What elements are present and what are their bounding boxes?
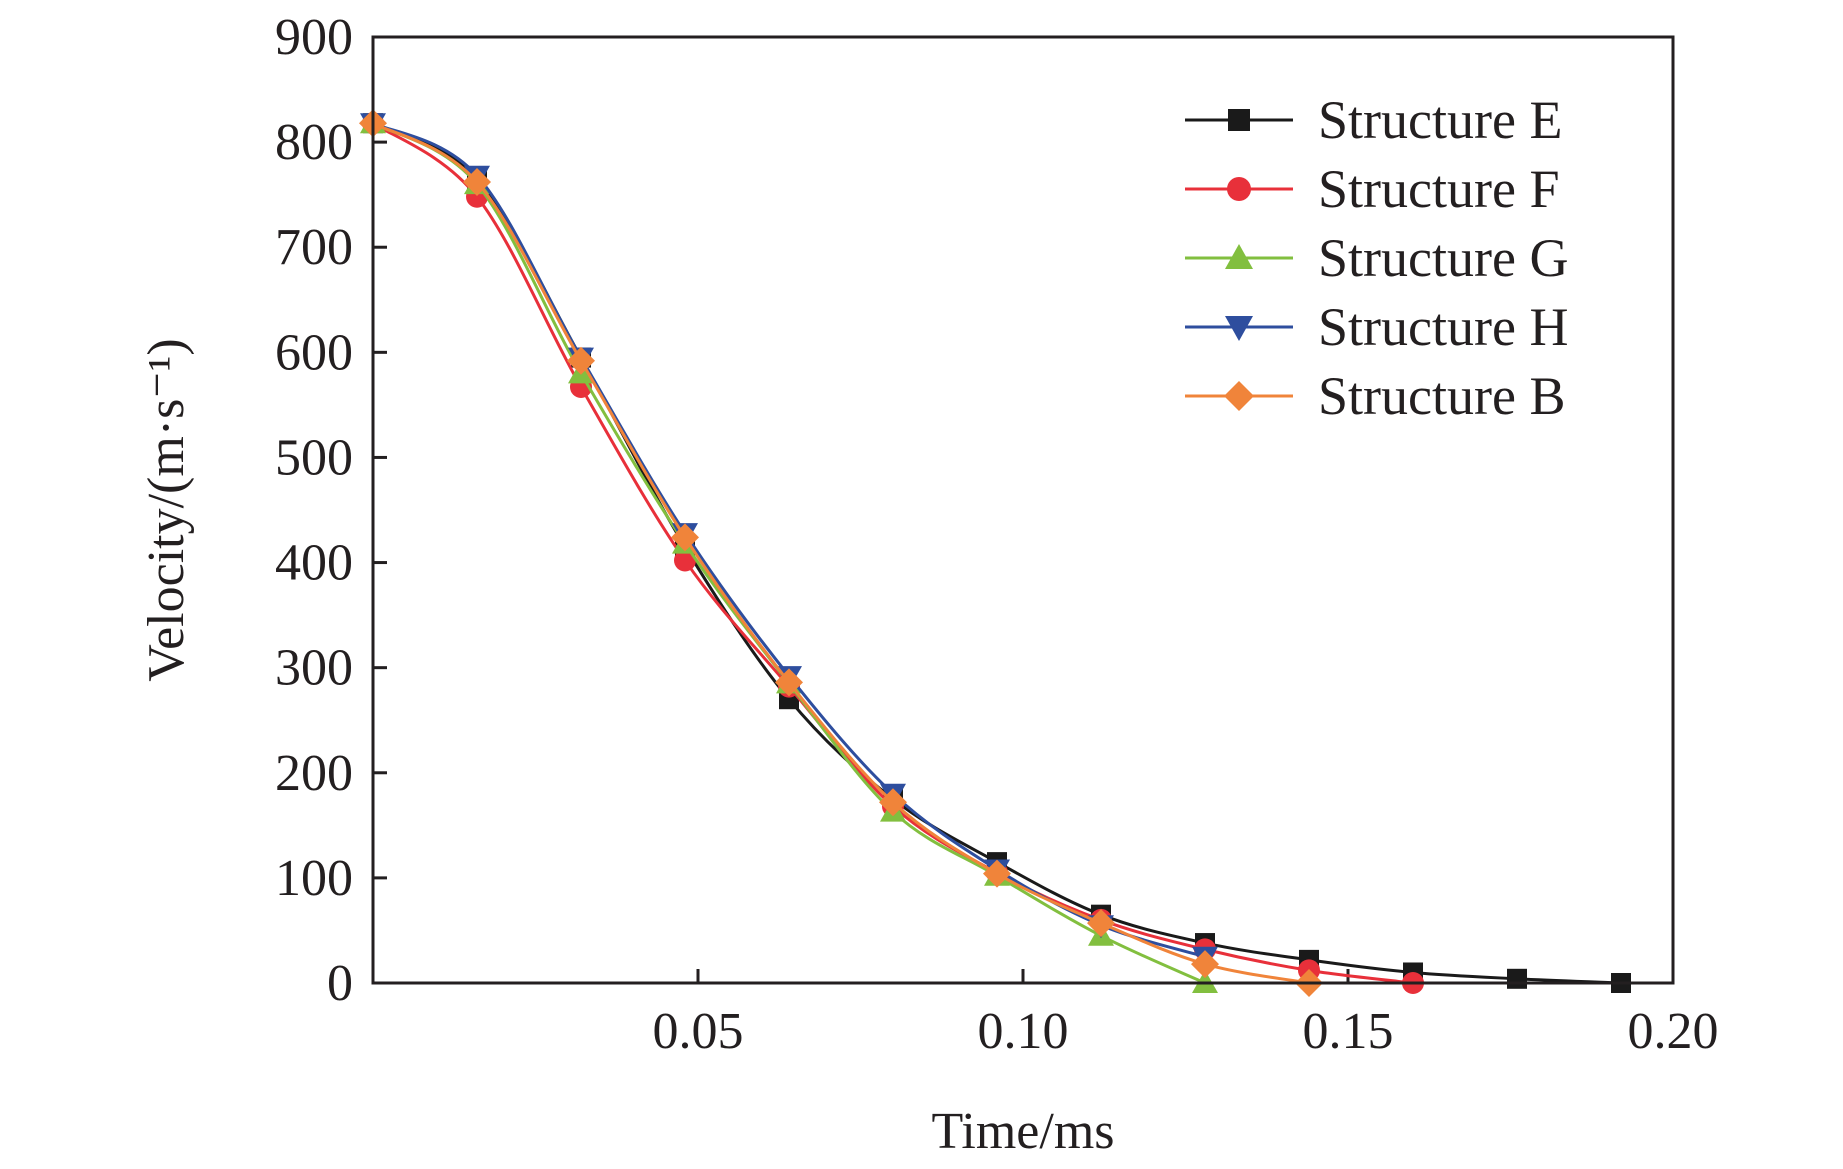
series-group: [360, 110, 1218, 993]
y-tick-label: 500: [275, 429, 353, 486]
legend: Structure E Structure F Structure G Structu…: [1185, 90, 1568, 426]
series-group: [360, 113, 1218, 970]
y-tick-label: 400: [275, 535, 353, 592]
x-axis-title: Time/ms: [931, 1103, 1114, 1160]
legend-label: Structure G: [1318, 228, 1568, 288]
legend-label: Structure F: [1318, 159, 1559, 219]
data-point: [1087, 909, 1115, 938]
legend-item: Structure F: [1185, 159, 1559, 219]
legend-label: Structure B: [1318, 366, 1565, 426]
data-point: [775, 668, 803, 697]
x-tick-label: 0.10: [978, 1003, 1069, 1060]
y-axis-title: Velocity/(m·s⁻¹): [138, 338, 195, 681]
legend-item: Structure H: [1185, 297, 1568, 357]
plot-frame: [371, 35, 1675, 985]
y-tick-label: 300: [275, 640, 353, 697]
legend-item: Structure B: [1185, 366, 1565, 426]
data-point: [463, 168, 491, 197]
legend-marker: [1225, 244, 1253, 269]
tick-labels: 0 100 200 300 400 500 600 700 800 900 0.05 0.10 0.15…: [275, 9, 1719, 1060]
legend-item: Structure E: [1185, 90, 1562, 150]
legend-item: Structure G: [1185, 228, 1568, 288]
legend-label: Structure H: [1318, 297, 1568, 357]
y-tick-label: 600: [275, 324, 353, 381]
y-tick-label: 700: [275, 219, 353, 276]
x-tick-label: 0.20: [1628, 1003, 1719, 1060]
y-tick-label: 900: [275, 9, 353, 66]
data-point: [567, 346, 595, 375]
y-tick-label: 0: [327, 955, 353, 1012]
y-tick-label: 100: [275, 850, 353, 907]
series-line: [372, 121, 1414, 985]
y-tick-label: 200: [275, 745, 353, 802]
data-point: [671, 523, 699, 552]
data-point: [1191, 950, 1219, 979]
legend-marker: [1227, 177, 1251, 201]
y-tick-label: 800: [275, 114, 353, 171]
legend-label: Structure E: [1318, 90, 1562, 150]
legend-marker: [1225, 316, 1253, 341]
series-line: [372, 121, 1310, 985]
series-line: [372, 121, 1206, 959]
legend-marker: [1228, 109, 1250, 131]
data-point: [983, 859, 1011, 888]
series-line: [372, 121, 1206, 985]
series-group: [359, 109, 1323, 997]
data-point: [1507, 968, 1527, 989]
x-tick-label: 0.05: [653, 1003, 744, 1060]
data-point: [674, 549, 696, 572]
legend-marker: [1224, 381, 1254, 411]
x-tick-label: 0.15: [1303, 1003, 1394, 1060]
data-point: [879, 788, 907, 817]
